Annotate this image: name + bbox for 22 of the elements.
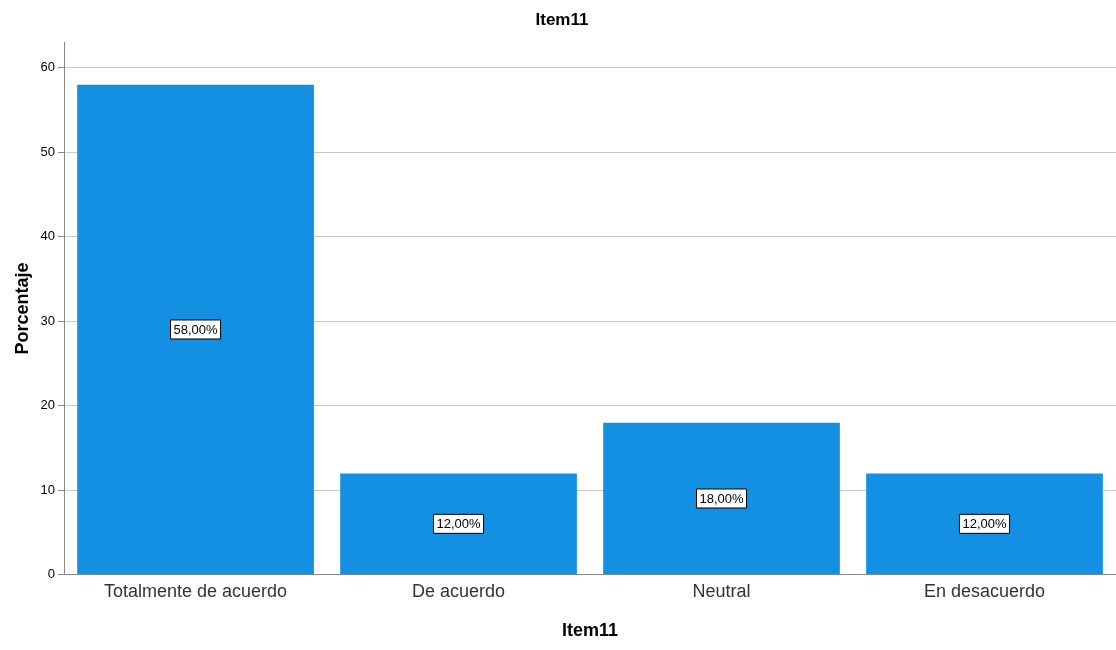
- chart-title: Item11: [535, 9, 589, 29]
- y-tick-label: 50: [40, 143, 56, 159]
- y-tick-label: 0: [47, 566, 56, 582]
- x-tick-label: Totalmente de acuerdo: [103, 580, 288, 601]
- x-tick-label: Neutral: [692, 580, 751, 601]
- data-label: 12,00%: [962, 516, 1007, 532]
- data-label: 12,00%: [436, 516, 482, 532]
- bar: [77, 84, 314, 575]
- data-label: 58,00%: [173, 322, 219, 338]
- x-tick-label: En desacuerdo: [923, 580, 1046, 601]
- bar: [866, 473, 1103, 575]
- y-tick-label: 10: [40, 481, 56, 497]
- y-tick-label: 40: [40, 228, 56, 244]
- data-label: 18,00%: [699, 491, 745, 507]
- x-axis-title: Item11: [562, 620, 619, 641]
- y-tick-label: 30: [40, 312, 56, 328]
- bar: [603, 422, 840, 575]
- y-tick-label: 60: [40, 59, 56, 75]
- y-axis-title: Porcentaje: [11, 262, 32, 355]
- y-tick-label: 20: [40, 397, 56, 413]
- bar: [340, 473, 577, 575]
- x-tick-label: De acuerdo: [412, 580, 506, 601]
